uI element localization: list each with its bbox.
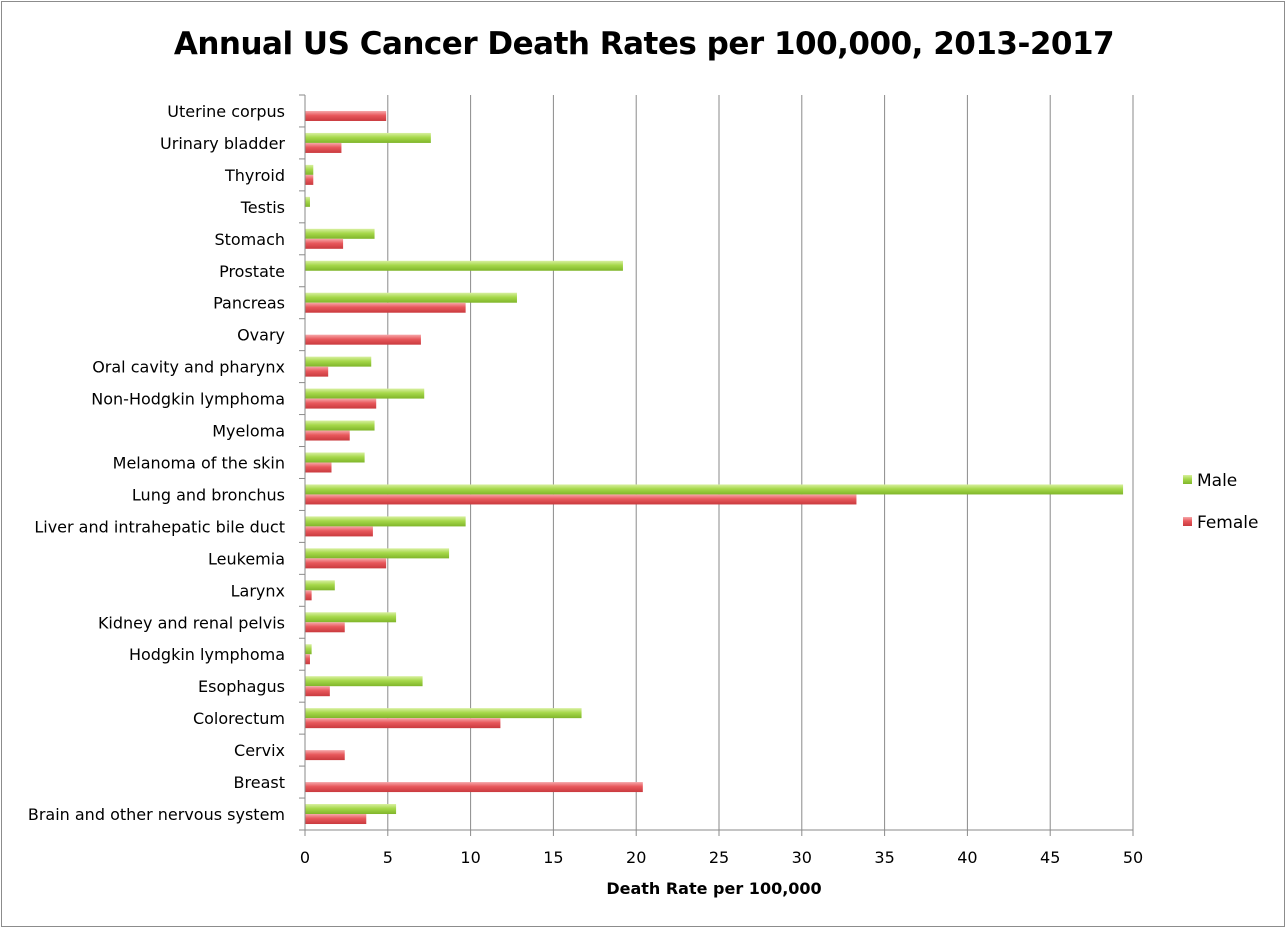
x-axis-title: Death Rate per 100,000 [606,879,821,898]
category-label: Breast [234,773,285,792]
category-label: Leukemia [208,549,285,568]
bar-female [305,174,314,185]
category-label: Esophagus [198,677,285,696]
bar-female [305,750,345,761]
bar-male [305,708,582,719]
bar-male [305,452,365,463]
bar-female [305,142,342,153]
category-label: Uterine corpus [167,102,285,121]
bar-male [305,676,423,687]
bar-female [305,622,345,633]
category-label: Cervix [234,741,285,760]
bar-female [305,686,330,697]
category-label: Urinary bladder [160,134,285,153]
bar-male [305,356,372,367]
bar-male [305,228,375,239]
bar-male [305,196,310,207]
category-label: Thyroid [224,166,285,185]
x-tick-label: 5 [383,848,393,867]
category-label: Pancreas [213,294,285,313]
x-tick-label: 45 [1040,848,1060,867]
legend-swatch-male [1183,475,1192,484]
bar-male [305,420,375,431]
x-tick-label: 20 [626,848,646,867]
bar-male [305,484,1124,495]
bar-female [305,494,857,505]
bar-female [305,814,367,825]
bar-female [305,526,373,537]
bar-male [305,644,312,655]
bar-female [305,238,344,249]
chart-title: Annual US Cancer Death Rates per 100,000… [173,26,1115,62]
bar-male [305,612,397,623]
bar-male [305,580,335,591]
category-label: Testis [240,198,285,217]
bar-female [305,654,310,665]
bar-male [305,804,397,815]
bar-female [305,462,332,473]
legend-label-female: Female [1197,513,1258,533]
bar-male [305,388,425,399]
bar-female [305,334,421,345]
bar-male [305,516,466,527]
x-tick-label: 35 [874,848,894,867]
bar-male [305,548,450,559]
category-label: Myeloma [212,422,285,441]
legend-label-male: Male [1197,471,1237,491]
category-label: Non-Hodgkin lymphoma [91,390,285,409]
category-label: Larynx [231,581,285,600]
category-label: Prostate [219,262,285,281]
x-tick-label: 50 [1123,848,1143,867]
legend-swatch-female [1183,517,1192,526]
x-tick-label: 0 [300,848,310,867]
x-tick-label: 30 [792,848,812,867]
x-tick-label: 15 [543,848,563,867]
x-tick-label: 25 [709,848,729,867]
bar-female [305,302,466,313]
category-label: Ovary [237,326,285,345]
category-label: Melanoma of the skin [113,454,285,473]
category-label: Kidney and renal pelvis [98,613,285,632]
bar-male [305,260,623,271]
bar-male [305,132,431,143]
category-label: Oral cavity and pharynx [92,358,285,377]
category-label: Brain and other nervous system [28,805,285,824]
category-label: Colorectum [193,709,285,728]
bar-female [305,430,350,441]
bar-male [305,164,314,175]
bar-female [305,590,312,601]
category-label: Hodgkin lymphoma [129,645,285,664]
category-label: Lung and bronchus [132,485,285,504]
bar-female [305,718,501,729]
bar-female [305,398,377,409]
bar-female [305,110,387,121]
category-label: Stomach [214,230,285,249]
x-tick-label: 40 [957,848,977,867]
bar-female [305,558,387,569]
category-label: Liver and intrahepatic bile duct [34,517,285,536]
bar-female [305,366,329,377]
bar-female [305,782,643,793]
x-tick-label: 10 [460,848,480,867]
bar-male [305,292,517,303]
